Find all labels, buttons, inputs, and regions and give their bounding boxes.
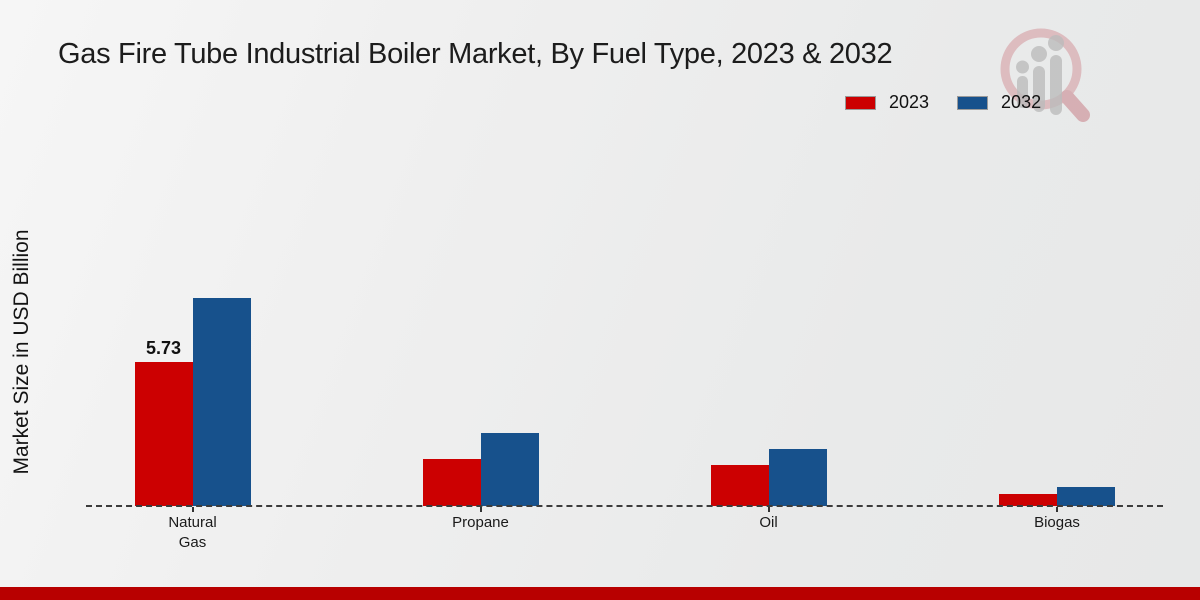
legend-label-2023: 2023 (889, 92, 930, 112)
footer-accent-bar (0, 587, 1200, 600)
x-tick-oil (767, 507, 770, 512)
x-tick-label-oil: Oil (759, 514, 778, 531)
bar-2032-biogas (1057, 487, 1115, 506)
x-tick-label-biogas: Biogas (1034, 514, 1080, 531)
chart-title: Gas Fire Tube Industrial Boiler Market, … (58, 38, 893, 70)
magnifier-chart-watermark-icon (1000, 28, 1090, 122)
y-axis-title: Market Size in USD Billion (10, 229, 33, 475)
legend-item-2023: 2023 (845, 92, 929, 113)
x-tick-label-natural-gas: Natural Gas (168, 514, 217, 552)
x-tick-label-propane: Propane (452, 514, 509, 531)
chart-legend: 2023 2032 (845, 92, 1041, 113)
x-tick-biogas (1056, 507, 1058, 512)
bar-2023-natural-gas (134, 362, 193, 506)
x-tick-propane (479, 507, 482, 512)
bar-2032-oil (768, 449, 827, 506)
bar-value-label-natural-gas-2023: 5.73 (145, 338, 182, 358)
legend-swatch-2023 (845, 95, 876, 110)
legend-swatch-2032 (957, 95, 989, 110)
legend-item-2032: 2032 (957, 92, 1041, 113)
bar-2032-propane (480, 433, 539, 506)
bar-2023-propane (422, 459, 481, 506)
bar-2023-oil (710, 465, 769, 506)
x-axis-baseline (86, 505, 1163, 507)
bar-2023-biogas (999, 494, 1057, 506)
bar-2032-natural-gas (192, 298, 251, 506)
x-tick-natural-gas (191, 507, 194, 512)
legend-label-2032: 2032 (1001, 92, 1042, 112)
